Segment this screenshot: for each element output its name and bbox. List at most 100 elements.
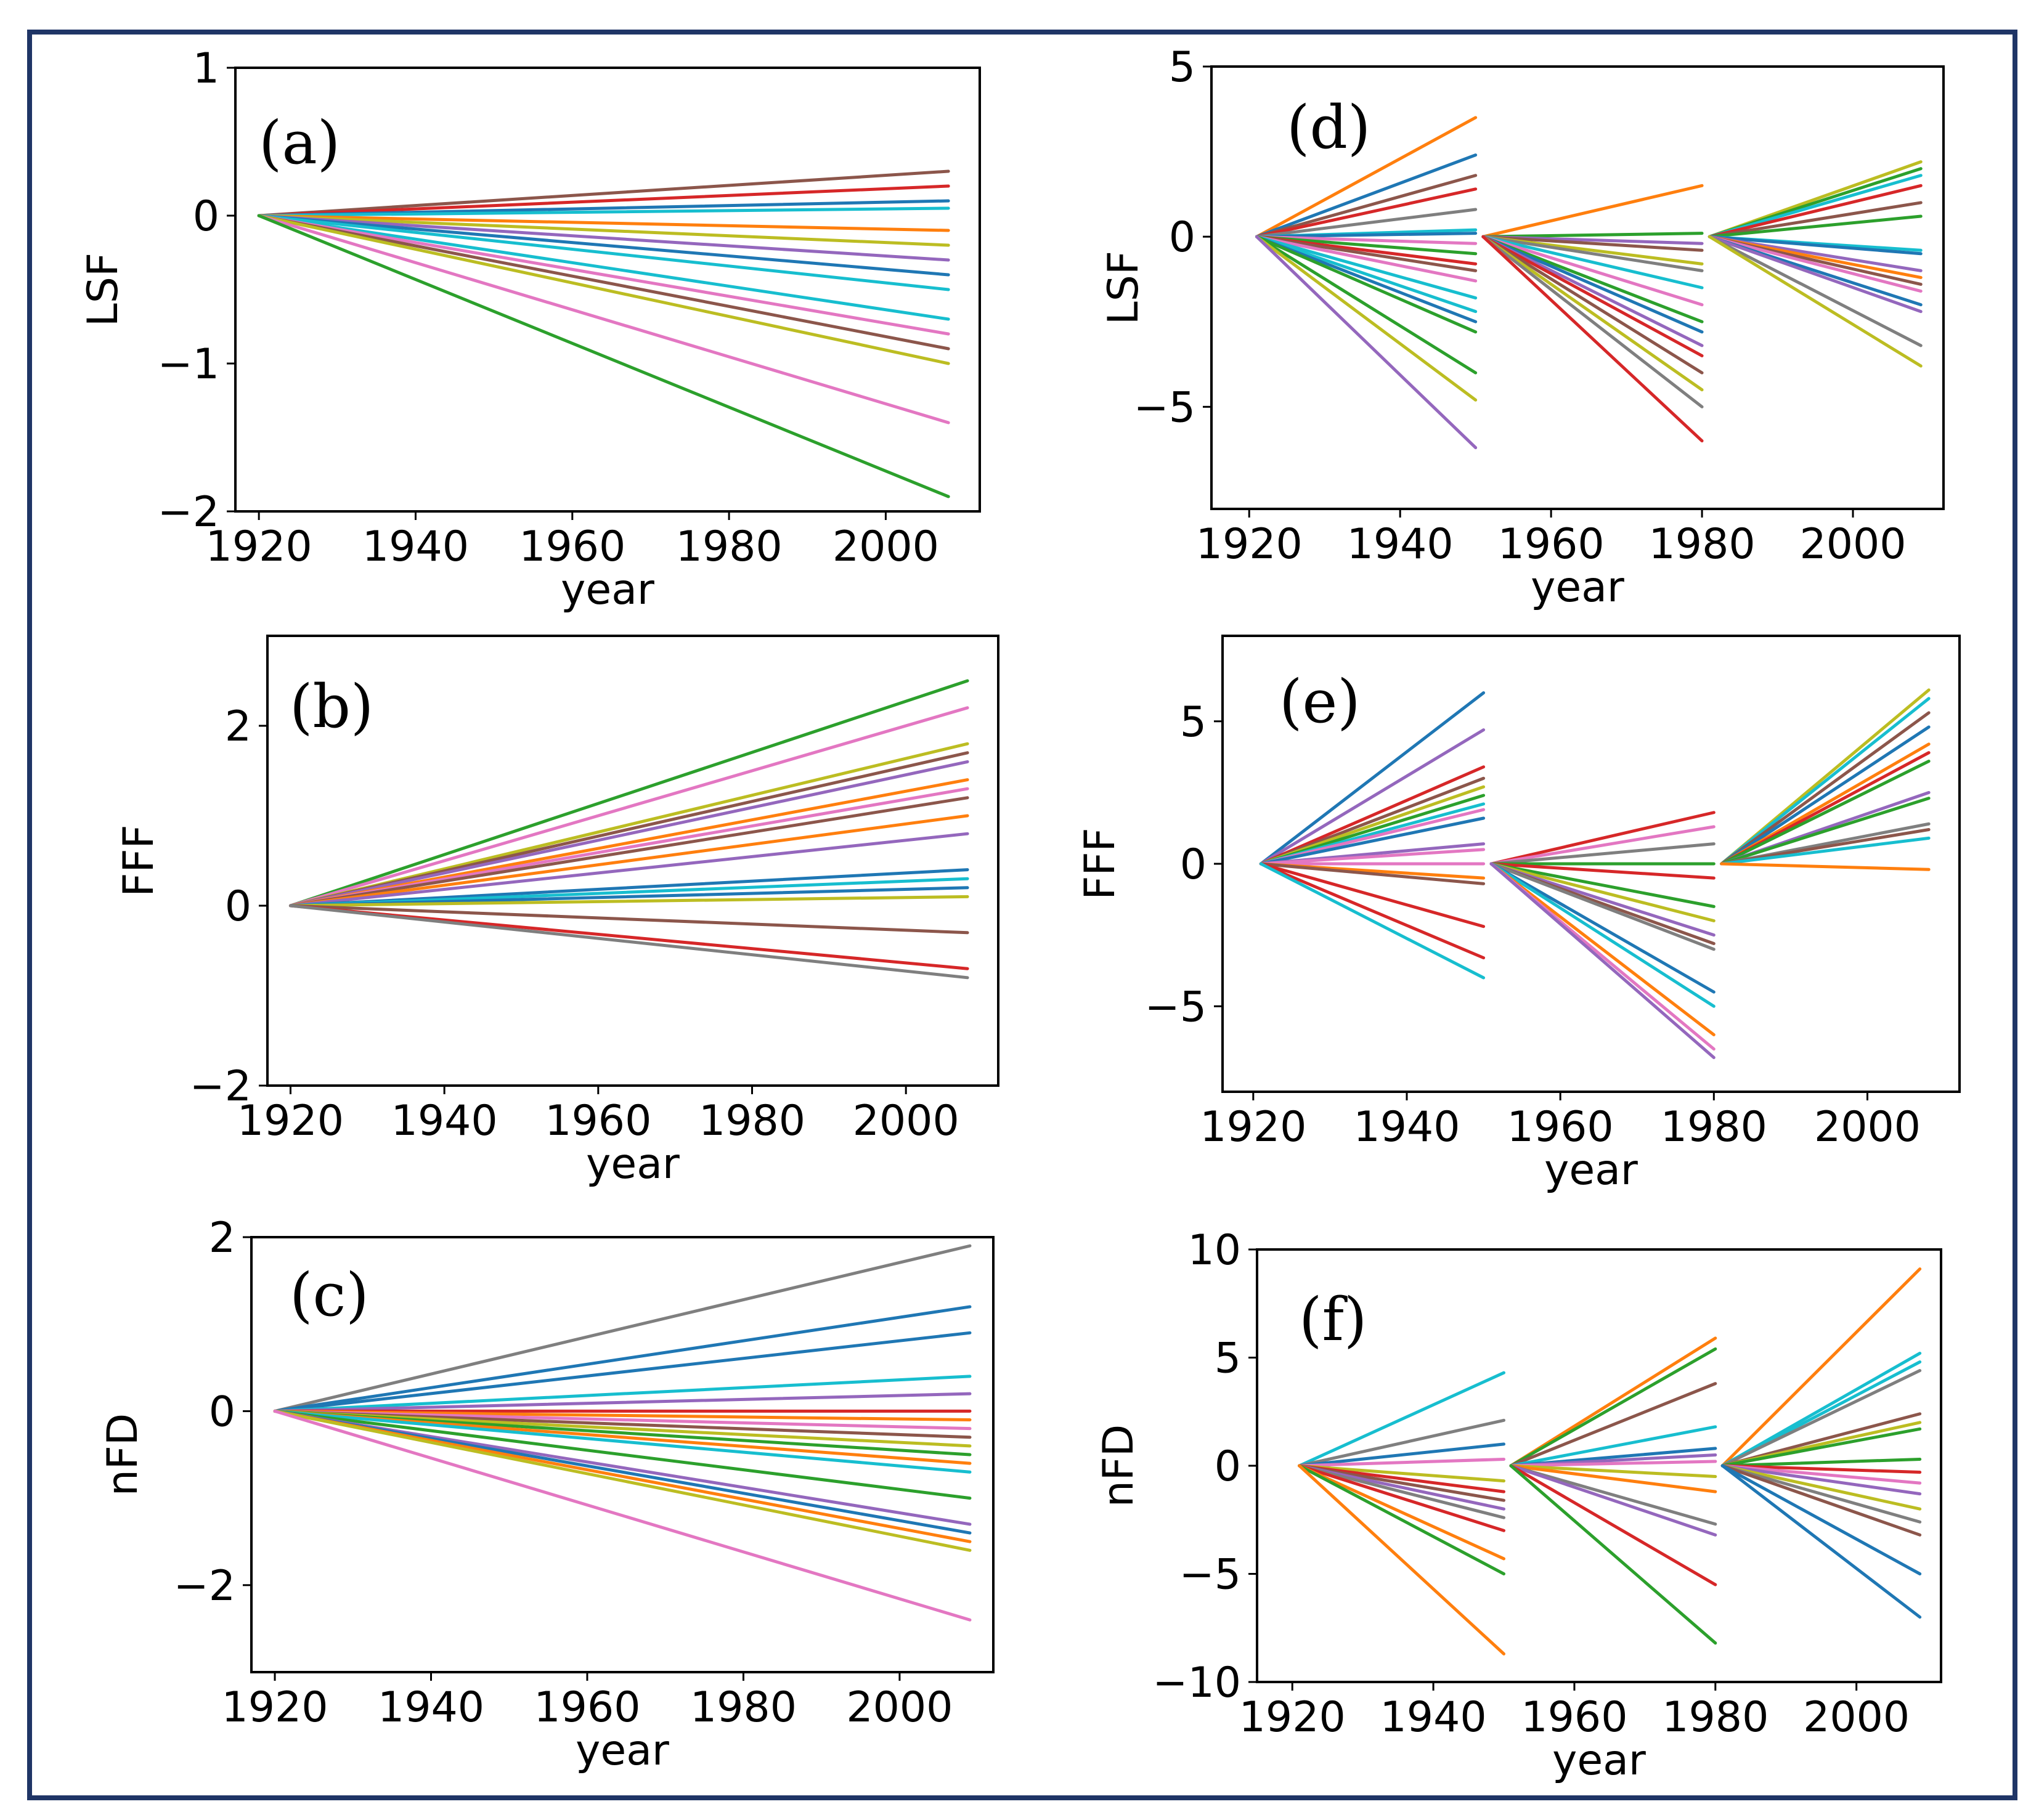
series-line-4: [1298, 1457, 1506, 1468]
x-tick-label: 1940: [378, 1683, 484, 1732]
x-axis-label: year: [1552, 1736, 1646, 1785]
series-line-23: [1481, 235, 1704, 252]
series-line-30: [1720, 1369, 1922, 1468]
series-line-1: [288, 679, 969, 908]
panel-d: 1920 1940 1960 1980 2000 5 0 −5 year LSF (d): [1099, 43, 1945, 612]
series-line-11: [1255, 235, 1478, 272]
x-tick-label: 2000: [846, 1683, 953, 1732]
series-line-15: [288, 904, 969, 935]
series-line-12: [257, 214, 950, 351]
y-tick-label: −5: [1145, 983, 1207, 1031]
series-line-42: [1720, 1464, 1922, 1619]
y-tick-label: 0: [225, 882, 251, 931]
series-line-32: [1481, 235, 1704, 375]
series-line-39: [1720, 760, 1931, 866]
series-line-11: [1298, 1464, 1506, 1561]
series-line-44: [1720, 836, 1931, 866]
series-line-22: [1509, 1464, 1717, 1493]
series-line-11: [1259, 848, 1486, 866]
series-line-38: [1720, 1464, 1922, 1511]
series-line-36: [1720, 725, 1931, 866]
series-line-17: [1509, 1425, 1717, 1468]
y-axis-label: FFF: [115, 824, 163, 896]
x-tick-label: 2000: [832, 522, 939, 571]
axes-frame: [266, 635, 999, 1087]
series-line-14: [273, 1409, 972, 1500]
x-axis-label: year: [1531, 563, 1624, 612]
series-line-41: [1720, 797, 1931, 866]
y-tick-label: −2: [158, 488, 219, 537]
series-line-7: [1255, 232, 1478, 238]
series-line-35: [1481, 235, 1704, 443]
series-line-8: [257, 214, 950, 277]
series-line-41: [1720, 1464, 1922, 1575]
series-line-9: [1255, 235, 1478, 256]
x-tick-label: 1920: [1200, 1103, 1306, 1152]
x-axis-label: year: [1544, 1146, 1638, 1195]
axes-frame: [234, 67, 981, 513]
series-line-13: [273, 1409, 972, 1474]
series-line-2: [257, 184, 950, 217]
series-line-4: [1255, 187, 1478, 238]
panel-f: 1920 1940 1960 1980 2000 10 5 0 −5 −10 year nFD (f): [1094, 1226, 1942, 1785]
series-line-34: [1720, 697, 1931, 866]
y-tick-label: 10: [1187, 1226, 1241, 1275]
series-line-45: [1720, 862, 1931, 871]
series-line-37: [1720, 1464, 1922, 1496]
y-axis-label: nFD: [1094, 1424, 1143, 1508]
series-line-10: [288, 832, 969, 908]
series-line-30: [1489, 862, 1716, 1036]
series-line-23: [1489, 862, 1716, 908]
y-tick-label: 5: [1215, 1335, 1241, 1383]
series-line-15: [1255, 235, 1478, 323]
x-tick-label: 1980: [690, 1683, 797, 1732]
series-line-49: [1707, 235, 1923, 314]
series-line-2: [1298, 1418, 1506, 1468]
series-line-1: [1298, 1371, 1506, 1468]
series-line-1: [273, 1244, 972, 1413]
x-tick-label: 1960: [1507, 1103, 1614, 1152]
series-line-20: [1509, 1460, 1717, 1468]
series-line-29: [1489, 862, 1716, 1008]
series-line-18: [1489, 811, 1716, 866]
series-line-15: [1259, 862, 1486, 928]
series-line-13: [1255, 235, 1478, 300]
series-line-20: [1489, 842, 1716, 866]
panel-label: (b): [290, 672, 373, 741]
panel-label: (d): [1287, 93, 1370, 162]
x-tick-label: 1980: [1662, 1693, 1768, 1742]
series-line-1: [1259, 691, 1486, 866]
series-line-9: [257, 214, 950, 291]
series-line-12: [1298, 1464, 1506, 1575]
panel-label: (f): [1299, 1285, 1367, 1354]
series-line-43: [1707, 235, 1923, 256]
x-tick-label: 1920: [221, 1683, 328, 1732]
panel-c: 1920 1940 1960 1980 2000 2 0 −2 year nFD (c): [99, 1214, 995, 1775]
series-line-6: [257, 214, 950, 247]
y-tick-label: 0: [1169, 213, 1195, 262]
series-line-10: [1298, 1464, 1506, 1532]
panel-e: 1920 1940 1960 1980 2000 5 0 −5 year FFF (e): [1076, 635, 1961, 1195]
series-line-21: [1481, 232, 1704, 238]
y-tick-label: 5: [1180, 698, 1207, 747]
series-line-27: [1720, 1267, 1922, 1468]
y-tick-label: 2: [225, 702, 251, 751]
series-line-33: [1720, 1427, 1922, 1468]
x-tick-label: 1980: [1649, 520, 1756, 569]
series-line-14: [1509, 1336, 1717, 1468]
series-line-10: [257, 214, 950, 321]
series-line-5: [288, 760, 969, 908]
x-tick-label: 1940: [1347, 520, 1454, 569]
series-line-39: [1720, 1464, 1922, 1524]
series-line-17: [1259, 862, 1486, 980]
series-line-51: [1707, 235, 1923, 368]
series-line-15: [1509, 1347, 1717, 1468]
x-tick-label: 1960: [534, 1683, 640, 1732]
y-axis-label: FFF: [1076, 827, 1125, 900]
series-line-31: [1481, 235, 1704, 357]
x-tick-label: 1960: [1498, 520, 1605, 569]
series-line-5: [257, 214, 950, 232]
x-tick-label: 1920: [206, 522, 312, 571]
x-tick-label: 1920: [1239, 1693, 1346, 1742]
series-line-29: [1481, 235, 1704, 334]
